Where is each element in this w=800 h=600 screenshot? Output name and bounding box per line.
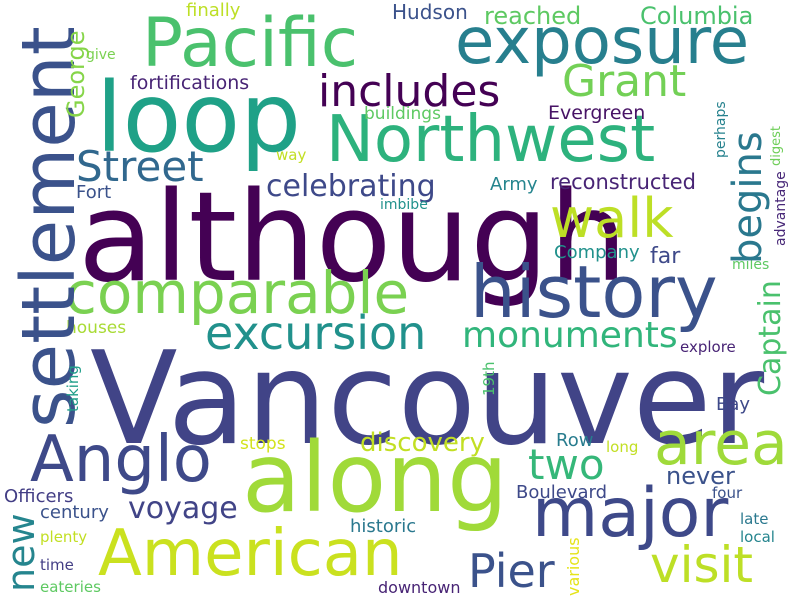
word-street: Street — [76, 142, 204, 191]
word-loop: loop — [96, 62, 302, 174]
word-captain: Captain — [753, 280, 788, 396]
word-explore: explore — [680, 338, 736, 356]
word-discovery: discovery — [360, 428, 485, 458]
word-area: area — [654, 409, 788, 479]
word-comparable: comparable — [65, 259, 410, 327]
word-far: far — [650, 244, 681, 269]
word-celebrating: celebrating — [266, 169, 436, 204]
word-imbibe: imbibe — [380, 197, 428, 213]
word-along: along — [242, 422, 509, 534]
word-columbia: Columbia — [640, 2, 754, 30]
word-history: history — [470, 250, 718, 334]
word-plenty: plenty — [40, 528, 88, 546]
word-reached: reached — [484, 2, 582, 30]
word-walk: walk — [550, 187, 674, 250]
word-visit: visit — [650, 536, 754, 594]
word-pier: Pier — [468, 544, 555, 598]
word-stops: stops — [240, 434, 286, 454]
word-voyage: voyage — [128, 491, 238, 526]
word-four: four — [712, 484, 743, 502]
word-advantage: advantage — [773, 171, 789, 246]
word-taking: taking — [64, 365, 82, 412]
word-begins: begins — [725, 131, 771, 264]
word-monuments: monuments — [462, 315, 678, 356]
word-exposure: exposure — [455, 5, 750, 79]
word-local: local — [740, 528, 775, 546]
word-fortifications: fortifications — [130, 72, 250, 94]
word-excursion: excursion — [205, 306, 427, 360]
word-two: two — [528, 440, 605, 489]
word-19th: 19th — [480, 361, 498, 396]
word-row: Row — [556, 430, 594, 451]
word-historic: historic — [350, 516, 417, 537]
word-evergreen: Evergreen — [548, 102, 646, 124]
word-major: major — [532, 474, 729, 553]
word-long: long — [606, 438, 639, 456]
word-army: Army — [490, 174, 538, 195]
word-eateries: eateries — [40, 578, 101, 596]
word-finally: finally — [186, 0, 241, 21]
word-hudson: Hudson — [392, 0, 468, 24]
word-george: George — [62, 30, 90, 119]
word-late: late — [740, 510, 769, 528]
word-company: Company — [554, 242, 640, 263]
word-miles: miles — [732, 257, 770, 273]
word-never: never — [666, 462, 735, 490]
word-anglo: Anglo — [30, 423, 212, 497]
word-time: time — [40, 556, 74, 574]
word-northwest: Northwest — [326, 103, 656, 177]
word-new: new — [0, 513, 43, 592]
word-way: way — [276, 146, 307, 164]
word-bay: Bay — [716, 394, 751, 415]
word-century: century — [40, 502, 109, 523]
word-houses: houses — [66, 318, 127, 338]
word-american: American — [98, 517, 403, 591]
word-although: although — [78, 166, 628, 310]
word-various: various — [564, 537, 583, 596]
word-reconstructed: reconstructed — [550, 170, 696, 194]
word-includes: includes — [318, 66, 501, 117]
word-boulevard: Boulevard — [516, 482, 608, 503]
word-give: give — [86, 47, 116, 63]
word-officers: Officers — [4, 486, 74, 507]
word-fort: Fort — [76, 182, 112, 203]
word-downtown: downtown — [378, 578, 461, 597]
word-pacific: Pacific — [142, 4, 359, 83]
word-digest: digest — [769, 126, 784, 166]
word-buildings: buildings — [364, 104, 441, 124]
word-vancouver: Vancouver — [90, 325, 765, 474]
word-grant: Grant — [562, 56, 687, 107]
word-perhaps: perhaps — [713, 101, 729, 158]
